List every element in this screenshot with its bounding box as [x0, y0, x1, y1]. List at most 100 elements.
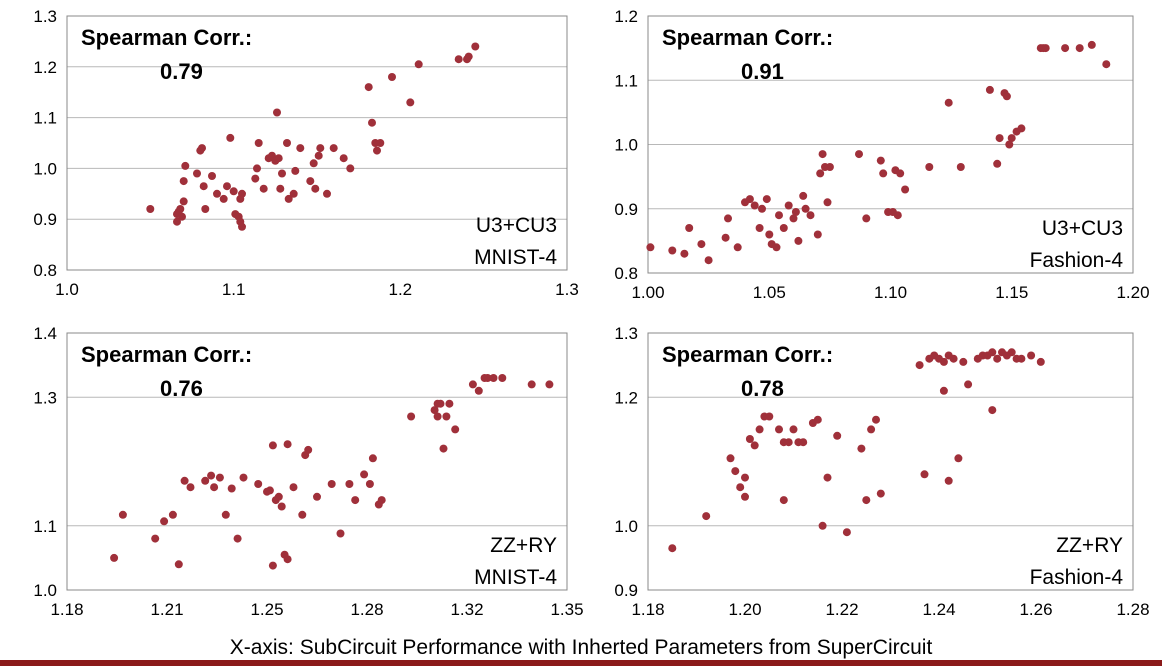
data-point [273, 108, 281, 117]
data-point [1075, 44, 1084, 53]
data-point [323, 189, 331, 198]
data-point [896, 169, 905, 178]
data-point [784, 201, 793, 210]
data-point [168, 510, 177, 519]
data-point [151, 534, 160, 543]
data-point [313, 492, 321, 501]
data-point [879, 169, 888, 178]
data-point [173, 217, 181, 226]
plot-frame [647, 15, 1134, 274]
data-point [489, 374, 498, 382]
data-point [198, 144, 206, 153]
plot-frame [647, 332, 1134, 591]
x-tick-label: 1.25 [250, 600, 283, 619]
y-tick-label: 1.0 [614, 517, 638, 536]
x-axis-caption: X-axis: SubCircuit Performance with Inhe… [229, 636, 933, 659]
data-point [351, 496, 360, 505]
data-point [316, 144, 325, 153]
data-point [993, 354, 1002, 363]
model-label: ZZ+RY [1056, 534, 1123, 557]
data-point [789, 214, 798, 223]
data-point [791, 208, 800, 216]
x-tick-label: 1.2 [389, 280, 413, 299]
data-point [825, 163, 834, 171]
data-point [364, 83, 373, 92]
x-tick-label: 1.24 [922, 600, 955, 619]
data-point [345, 480, 354, 488]
y-tick-label: 1.1 [33, 517, 57, 536]
scatter-panel-2: 0.8 0.9 1.0 1.1 1.2 1.00 1.05 1.10 1.15 1.20 Spear… [614, 7, 1149, 302]
data-point [451, 425, 460, 434]
data-point [208, 172, 216, 180]
data-point [118, 510, 127, 519]
data-point [893, 211, 902, 220]
data-point [213, 189, 221, 198]
y-tick-label: 1.0 [614, 136, 638, 155]
data-point [702, 512, 711, 521]
data-point [339, 154, 348, 163]
y-tick-label: 1.3 [33, 388, 57, 407]
data-point [680, 249, 689, 258]
data-point [799, 438, 808, 447]
plot-frame [66, 332, 568, 591]
data-point [368, 118, 376, 127]
data-point [296, 144, 305, 153]
data-point [160, 517, 169, 526]
data-point [406, 98, 415, 107]
data-point [775, 211, 783, 220]
data-point [901, 185, 910, 194]
y-tick-label: 1.0 [33, 581, 57, 600]
data-point [818, 150, 827, 159]
data-point [276, 184, 285, 193]
data-point [365, 480, 374, 488]
data-point [436, 399, 445, 408]
data-point [704, 256, 713, 265]
x-tick-label: 1.21 [150, 600, 183, 619]
x-tick-label: 1.00 [631, 283, 664, 302]
spearman-title: Spearman Corr.: [662, 342, 833, 367]
data-point [925, 163, 934, 171]
plot-frame [66, 15, 568, 271]
data-point [915, 361, 924, 370]
data-point [193, 169, 201, 178]
data-point [483, 374, 492, 382]
data-point [238, 222, 246, 231]
data-point [813, 415, 822, 424]
data-point [377, 496, 386, 505]
x-tick-label: 1.20 [1116, 283, 1149, 302]
data-point [1087, 40, 1096, 49]
data-point [944, 476, 953, 485]
dataset-label: MNIST-4 [474, 566, 557, 589]
data-point [254, 480, 263, 488]
data-point [741, 473, 749, 482]
data-point [801, 204, 810, 213]
data-point [176, 205, 185, 213]
data-point [219, 194, 228, 203]
data-point [368, 454, 377, 463]
data-point [289, 189, 298, 198]
data-point [336, 529, 345, 538]
data-point [765, 230, 774, 239]
data-point [779, 496, 788, 505]
spearman-value: 0.79 [160, 59, 203, 84]
data-point [993, 159, 1002, 168]
data-point [289, 483, 298, 492]
x-tick-label: 1.3 [555, 280, 579, 299]
data-point [268, 441, 277, 450]
data-point [755, 224, 764, 232]
data-point [745, 195, 754, 204]
data-point [309, 159, 318, 168]
data-point [329, 144, 338, 153]
data-point [545, 380, 554, 389]
data-point [668, 246, 677, 255]
data-point [721, 233, 730, 242]
spearman-title: Spearman Corr.: [81, 342, 252, 367]
data-point [741, 492, 749, 501]
data-point [311, 184, 320, 193]
data-point [268, 561, 277, 570]
data-point [277, 502, 286, 511]
x-tick-label: 1.28 [1116, 600, 1149, 619]
data-point [842, 528, 851, 537]
data-point [439, 444, 448, 453]
data-point [498, 374, 507, 382]
